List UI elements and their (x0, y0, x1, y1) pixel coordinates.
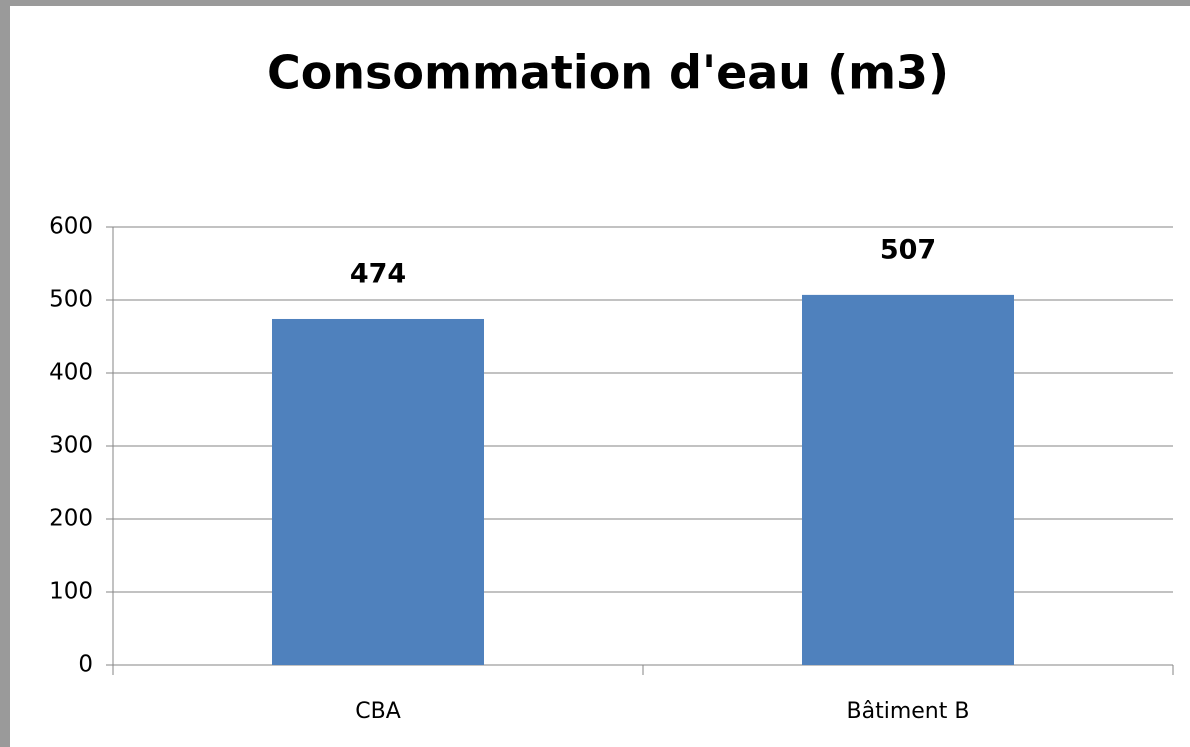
y-tick-label: 100 (49, 579, 93, 605)
bar (802, 294, 1014, 665)
chart-title: Consommation d'eau (m3) (267, 46, 949, 100)
y-tick-label: 400 (49, 360, 93, 386)
x-tick-label: CBA (355, 699, 401, 724)
y-tick-label: 500 (49, 287, 93, 313)
y-tick-label: 200 (49, 506, 93, 532)
y-tick-label: 0 (78, 652, 93, 678)
bar (272, 318, 484, 665)
y-tick-label: 600 (49, 214, 93, 240)
data-label: 507 (880, 234, 936, 265)
x-tick-label: Bâtiment B (847, 699, 970, 724)
y-tick-label: 300 (49, 433, 93, 459)
data-label: 474 (350, 258, 406, 289)
